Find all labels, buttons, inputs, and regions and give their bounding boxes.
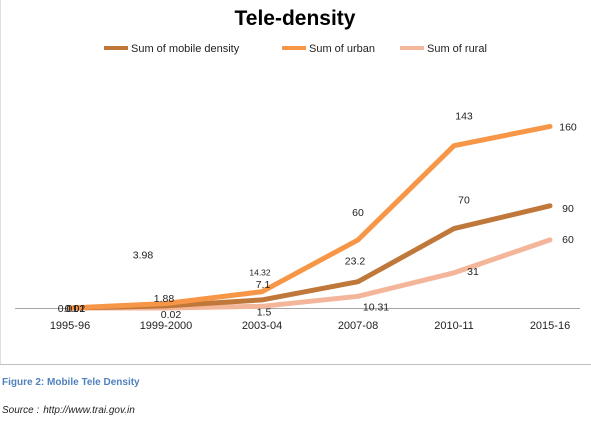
x-tick-label: 1995-96	[50, 320, 90, 332]
legend: Sum of mobile density Sum of urban Sum o…	[104, 43, 487, 55]
data-label-rural: 31	[467, 266, 479, 278]
series-lines	[67, 123, 553, 311]
data-label-rural: 1.5	[257, 306, 272, 318]
data-label-mobile: 90	[562, 203, 574, 215]
legend-label-rural: Sum of rural	[427, 43, 487, 55]
x-tick-label: 2010-11	[434, 320, 474, 332]
series-line-urban	[67, 123, 553, 311]
data-label-urban: 0.01	[58, 303, 79, 315]
data-labels: 0.02 1.88 7.1 23.2 70 90 0.01 3.98 14.32 60 143 160…	[58, 111, 577, 321]
data-label-mobile: 7.1	[256, 279, 271, 291]
data-label-mobile: 70	[458, 195, 470, 207]
x-axis-ticks: 1995-96 1999-2000 2003-04 2007-08 2010-11 201…	[50, 320, 570, 332]
data-label-urban: 60	[352, 207, 364, 219]
x-tick-label: 1999-2000	[140, 320, 193, 332]
data-label-mobile: 23.2	[345, 256, 366, 268]
chart-title: Tele-density	[235, 7, 356, 30]
figure-caption: Figure 2: Mobile Tele Density	[2, 377, 140, 388]
source-label: Source :	[2, 405, 40, 416]
x-tick-label: 2003-04	[242, 320, 282, 332]
x-tick-label: 2015-16	[530, 320, 570, 332]
source-url: http://www.trai.gov.in	[43, 405, 135, 416]
data-label-urban: 3.98	[133, 250, 154, 262]
data-label-rural: 10.31	[363, 301, 389, 313]
legend-label-urban: Sum of urban	[309, 43, 375, 55]
data-label-urban: 14.32	[249, 268, 271, 278]
data-label-urban: 143	[455, 111, 473, 123]
data-label-mobile: 0.02	[65, 303, 86, 315]
data-label-rural: 0.01	[65, 303, 86, 315]
legend-label-mobile: Sum of mobile density	[131, 43, 240, 55]
x-tick-label: 2007-08	[338, 320, 378, 332]
source-line: Source : http://www.trai.gov.in	[2, 405, 135, 416]
data-label-rural: 0.02	[161, 309, 182, 321]
data-label-rural: 60	[562, 234, 574, 246]
data-label-mobile: 1.88	[154, 293, 175, 305]
data-label-urban: 160	[559, 121, 577, 133]
